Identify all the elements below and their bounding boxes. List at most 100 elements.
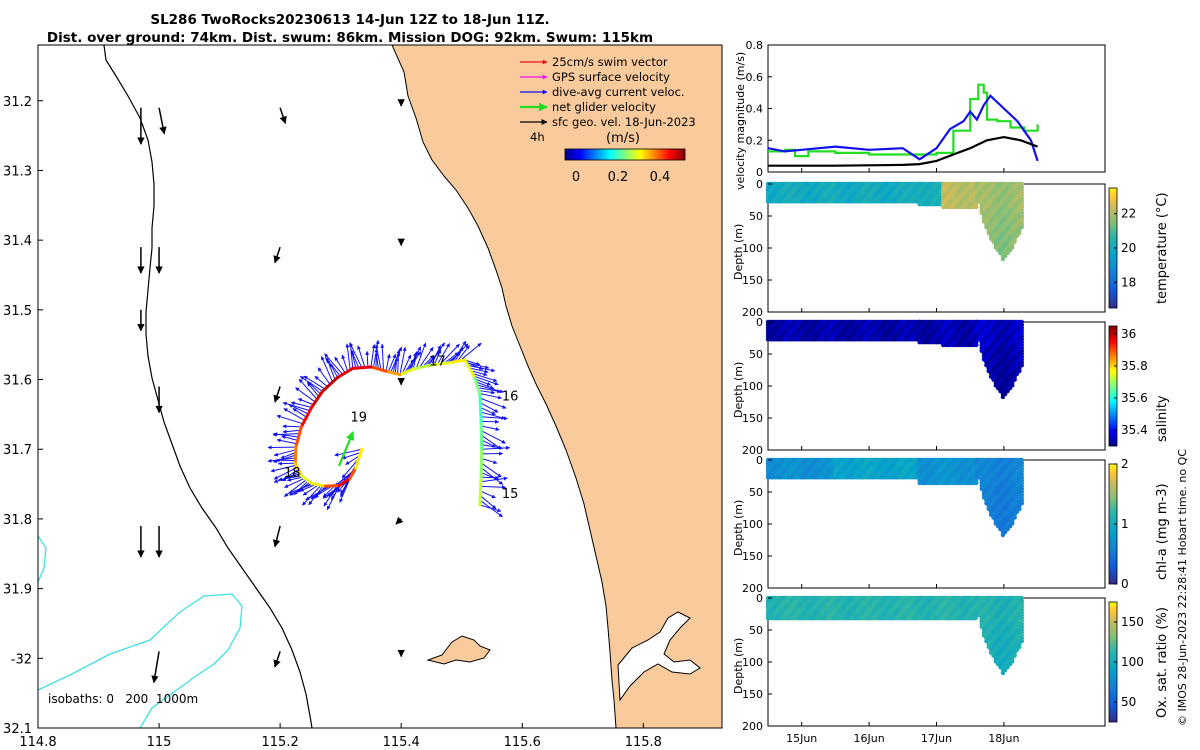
colorbar-title: chl-a (mg m-3) bbox=[1155, 483, 1170, 580]
dive-avg-current-vector bbox=[282, 471, 300, 482]
dive-avg-current-vector bbox=[480, 411, 506, 420]
dive-avg-current-vector bbox=[459, 342, 482, 362]
dive-avg-current-vector bbox=[478, 390, 496, 395]
dive-avg-current-vector bbox=[299, 483, 317, 492]
track-segment bbox=[348, 466, 358, 480]
day-label-15: 15 bbox=[502, 487, 519, 502]
track-segment bbox=[351, 365, 373, 370]
section-point bbox=[1010, 245, 1015, 250]
velocity-panel: 00.20.40.60.8 velocity magnitude (m/s) bbox=[734, 39, 1106, 190]
legend-note: 4h bbox=[530, 130, 545, 144]
time-tick-label: 18Jun bbox=[988, 732, 1019, 745]
dive-avg-current-vector bbox=[481, 430, 506, 444]
map-estuary bbox=[617, 611, 701, 702]
velocity-y-tick-label: 0.2 bbox=[746, 134, 764, 147]
dive-avg-current-vector bbox=[283, 408, 305, 421]
section-dots bbox=[765, 595, 1024, 676]
dive-avg-current-vector bbox=[481, 419, 500, 424]
section-point bbox=[1012, 377, 1017, 382]
dive-avg-current-vector bbox=[273, 466, 298, 480]
map-colorbar bbox=[564, 148, 686, 161]
dive-avg-current-vector bbox=[408, 346, 422, 372]
section-y-tick-label: 100 bbox=[742, 242, 763, 255]
section-dots bbox=[765, 457, 1024, 538]
colorbar-tick-label: 22 bbox=[1121, 207, 1136, 221]
section-point bbox=[1017, 230, 1022, 236]
geo-velocity-vector bbox=[158, 107, 167, 135]
dive-avg-current-vector bbox=[481, 458, 498, 465]
dive-avg-current-vector bbox=[305, 485, 331, 501]
track-segment bbox=[354, 447, 364, 470]
section-y-tick-label: 150 bbox=[742, 412, 763, 425]
colorbar-tick-label: 35.4 bbox=[1121, 423, 1148, 437]
track-segment bbox=[299, 405, 314, 429]
legend-gps-velocity: GPS surface velocity bbox=[552, 70, 670, 84]
track-segment bbox=[310, 389, 324, 409]
dive-avg-current-vector bbox=[273, 449, 296, 457]
section-y-tick-label: 200 bbox=[742, 582, 763, 595]
velocity-series-line bbox=[768, 135, 1038, 167]
dive-avg-current-vector bbox=[480, 402, 499, 413]
section-point bbox=[1019, 639, 1024, 644]
section-point bbox=[1005, 526, 1010, 532]
section-point bbox=[1003, 253, 1008, 259]
swim-vectors bbox=[267, 339, 511, 518]
section-y-tick-label: 50 bbox=[749, 486, 763, 499]
dive-avg-current-vector bbox=[303, 375, 326, 390]
track-segment bbox=[478, 475, 483, 507]
dive-avg-current-vector bbox=[396, 351, 401, 375]
section-point bbox=[1010, 521, 1015, 526]
map-x-tick-label: 115.8 bbox=[625, 735, 662, 750]
isobaths-label: isobaths: 0 200 1000m bbox=[48, 692, 198, 706]
dive-avg-current-vector bbox=[479, 495, 497, 510]
section-y-tick-label: 0 bbox=[756, 454, 763, 467]
section-point bbox=[1012, 653, 1017, 658]
velocity-y-tick-label: 0.6 bbox=[746, 71, 764, 84]
dive-avg-current-vector bbox=[479, 397, 507, 409]
map-isobath-1000 bbox=[38, 535, 47, 583]
section-y-tick-label: 0 bbox=[756, 178, 763, 191]
dive-avg-current-vector bbox=[283, 469, 299, 480]
dive-avg-current-vector bbox=[372, 339, 380, 368]
legend-net-glider-velocity: net glider velocity bbox=[552, 100, 656, 114]
section-point bbox=[1017, 644, 1022, 650]
section-point bbox=[974, 342, 979, 348]
dive-avg-current-vector bbox=[390, 346, 403, 373]
dive-avg-current-vector bbox=[475, 381, 495, 390]
colorbar-tick-label: 1 bbox=[1121, 517, 1129, 531]
colorbar-tick-label: 150 bbox=[1121, 615, 1144, 629]
dive-avg-current-vector bbox=[334, 356, 346, 374]
section-y-tick-label: 150 bbox=[742, 688, 763, 701]
map-y-tick-label: -32 bbox=[11, 652, 32, 667]
map-x-tick-label: 115.4 bbox=[383, 735, 420, 750]
dive-avg-current-vector bbox=[270, 464, 297, 473]
dive-avg-current-vector bbox=[481, 445, 511, 450]
map-land bbox=[391, 45, 722, 728]
track-segment bbox=[398, 367, 415, 377]
geo-velocity-vector bbox=[273, 651, 281, 668]
section-point bbox=[1019, 501, 1024, 506]
dive-avg-current-vector bbox=[481, 425, 500, 432]
colorbar-tick-1: 0.2 bbox=[608, 170, 629, 185]
dive-avg-current-vector bbox=[341, 458, 360, 479]
colorbar-tick-label: 0 bbox=[1121, 577, 1129, 591]
section-point bbox=[1019, 225, 1024, 230]
dive-avg-current-vector bbox=[480, 485, 507, 490]
day-label-16: 16 bbox=[502, 389, 519, 404]
dive-avg-current-vector bbox=[380, 343, 385, 371]
section-point bbox=[1005, 388, 1010, 394]
section-y-tick-label: 150 bbox=[742, 274, 763, 287]
track-segment bbox=[310, 481, 328, 488]
colorbar-label: (m/s) bbox=[606, 131, 640, 146]
dive-avg-current-vector bbox=[365, 350, 370, 368]
velocity-series-line bbox=[767, 94, 1039, 162]
section-point bbox=[1010, 659, 1015, 664]
dive-avg-current-vector bbox=[399, 346, 407, 375]
map-y-tick-label: 32.1 bbox=[3, 722, 32, 737]
velocity-y-axis: 00.20.40.60.8 bbox=[746, 39, 772, 179]
dive-avg-current-vector bbox=[298, 378, 318, 400]
